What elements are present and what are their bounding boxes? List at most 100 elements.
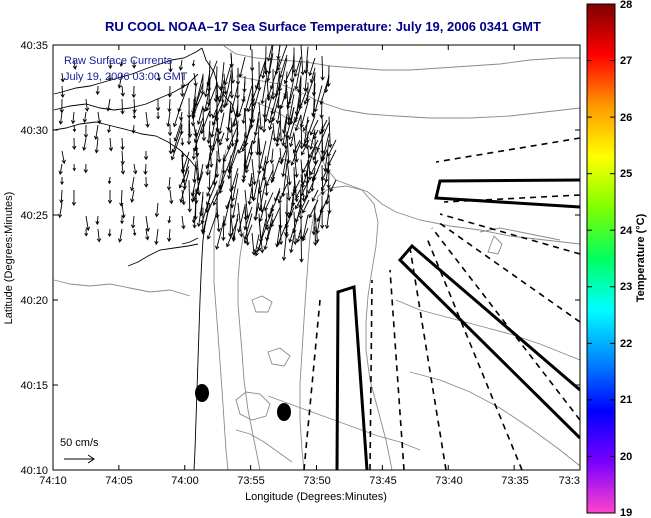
current-vector	[117, 72, 123, 89]
current-vector	[193, 117, 204, 144]
current-vector	[283, 62, 295, 85]
current-vector	[200, 109, 211, 135]
y-tick-label: 40:10	[20, 465, 48, 477]
current-vector	[212, 180, 225, 206]
current-vector	[191, 59, 196, 67]
current-vector	[299, 115, 304, 150]
current-vector	[302, 119, 310, 132]
current-vector	[264, 192, 274, 212]
legend-line-1: Raw Surface Currents	[64, 55, 173, 67]
current-vector	[201, 107, 207, 142]
current-vector	[60, 85, 65, 99]
current-vector	[217, 112, 225, 135]
y-tick-label: 40:30	[20, 125, 48, 137]
current-vector	[274, 188, 281, 202]
axis-ticks	[52, 44, 581, 471]
current-vector	[222, 195, 232, 227]
colorbar-tick-label: 22	[620, 338, 632, 350]
colorbar-tick-label: 27	[620, 55, 632, 67]
current-vector	[121, 202, 126, 219]
current-vector	[72, 59, 78, 70]
current-vector	[293, 133, 299, 163]
colorbar-tick-label: 19	[620, 507, 632, 518]
current-vector	[275, 132, 281, 148]
current-vector	[96, 228, 102, 243]
current-vector	[190, 178, 197, 197]
current-vector	[270, 207, 281, 228]
current-vector	[308, 199, 319, 219]
current-vector	[167, 124, 173, 137]
current-vector	[72, 163, 76, 172]
current-vector	[251, 159, 257, 186]
colorbar-tick-label: 26	[620, 112, 632, 124]
current-vector	[166, 111, 171, 128]
current-vector	[215, 219, 225, 250]
current-vector	[309, 159, 319, 176]
current-vector	[301, 227, 309, 242]
current-vector	[58, 111, 63, 125]
current-vector	[179, 170, 190, 204]
current-vector	[84, 228, 88, 237]
current-vector	[237, 96, 246, 118]
current-vector	[205, 83, 218, 112]
colorbar-ticks	[587, 3, 615, 514]
current-vector	[178, 166, 190, 189]
current-vector	[249, 90, 260, 123]
current-vector	[195, 164, 202, 197]
current-vector	[327, 194, 332, 215]
survey-box-south	[335, 285, 369, 470]
current-vector	[224, 91, 232, 107]
current-vector	[231, 188, 239, 219]
current-vector	[275, 107, 281, 125]
current-vector	[108, 59, 113, 70]
current-vector	[258, 218, 265, 254]
current-vector	[304, 115, 316, 144]
current-vector	[205, 152, 211, 176]
current-vector	[216, 133, 222, 163]
current-vector	[263, 91, 274, 123]
colorbar-tick-label: 20	[620, 451, 632, 463]
current-vector	[300, 45, 305, 76]
current-vector	[258, 140, 267, 170]
current-vector	[192, 196, 197, 229]
current-vector	[294, 194, 309, 223]
current-vector	[293, 56, 302, 78]
current-vector	[265, 169, 274, 187]
current-vector	[277, 58, 288, 92]
current-vector	[181, 151, 190, 174]
x-tick-label: 74:00	[171, 475, 199, 487]
current-vector	[276, 45, 288, 72]
current-vector	[57, 202, 63, 219]
current-vector	[203, 70, 211, 98]
current-vector	[166, 176, 172, 191]
current-vector	[59, 189, 64, 204]
current-vector	[241, 123, 253, 152]
current-vector	[181, 215, 186, 230]
current-vector	[229, 84, 239, 114]
current-vector	[311, 99, 316, 117]
current-vector	[206, 60, 218, 87]
current-vector	[243, 206, 253, 231]
current-vector	[143, 163, 148, 175]
current-vector	[261, 99, 267, 133]
current-vector	[133, 163, 138, 175]
current-vector	[237, 138, 246, 154]
current-vector	[290, 141, 302, 166]
current-vector	[301, 199, 310, 214]
current-vector	[324, 211, 330, 230]
current-vector	[129, 176, 135, 192]
station-marker	[195, 384, 209, 402]
current-vector	[286, 175, 292, 202]
current-vector	[145, 215, 150, 232]
current-vector	[323, 139, 330, 173]
current-vector	[120, 98, 125, 115]
current-vector	[266, 45, 273, 62]
current-vector	[168, 59, 173, 73]
current-vector	[298, 86, 309, 110]
current-vector	[270, 157, 281, 184]
current-vector	[143, 150, 149, 161]
current-vector	[228, 149, 239, 174]
current-vector	[166, 228, 172, 243]
current-vector	[265, 67, 271, 102]
current-vector	[302, 159, 310, 174]
